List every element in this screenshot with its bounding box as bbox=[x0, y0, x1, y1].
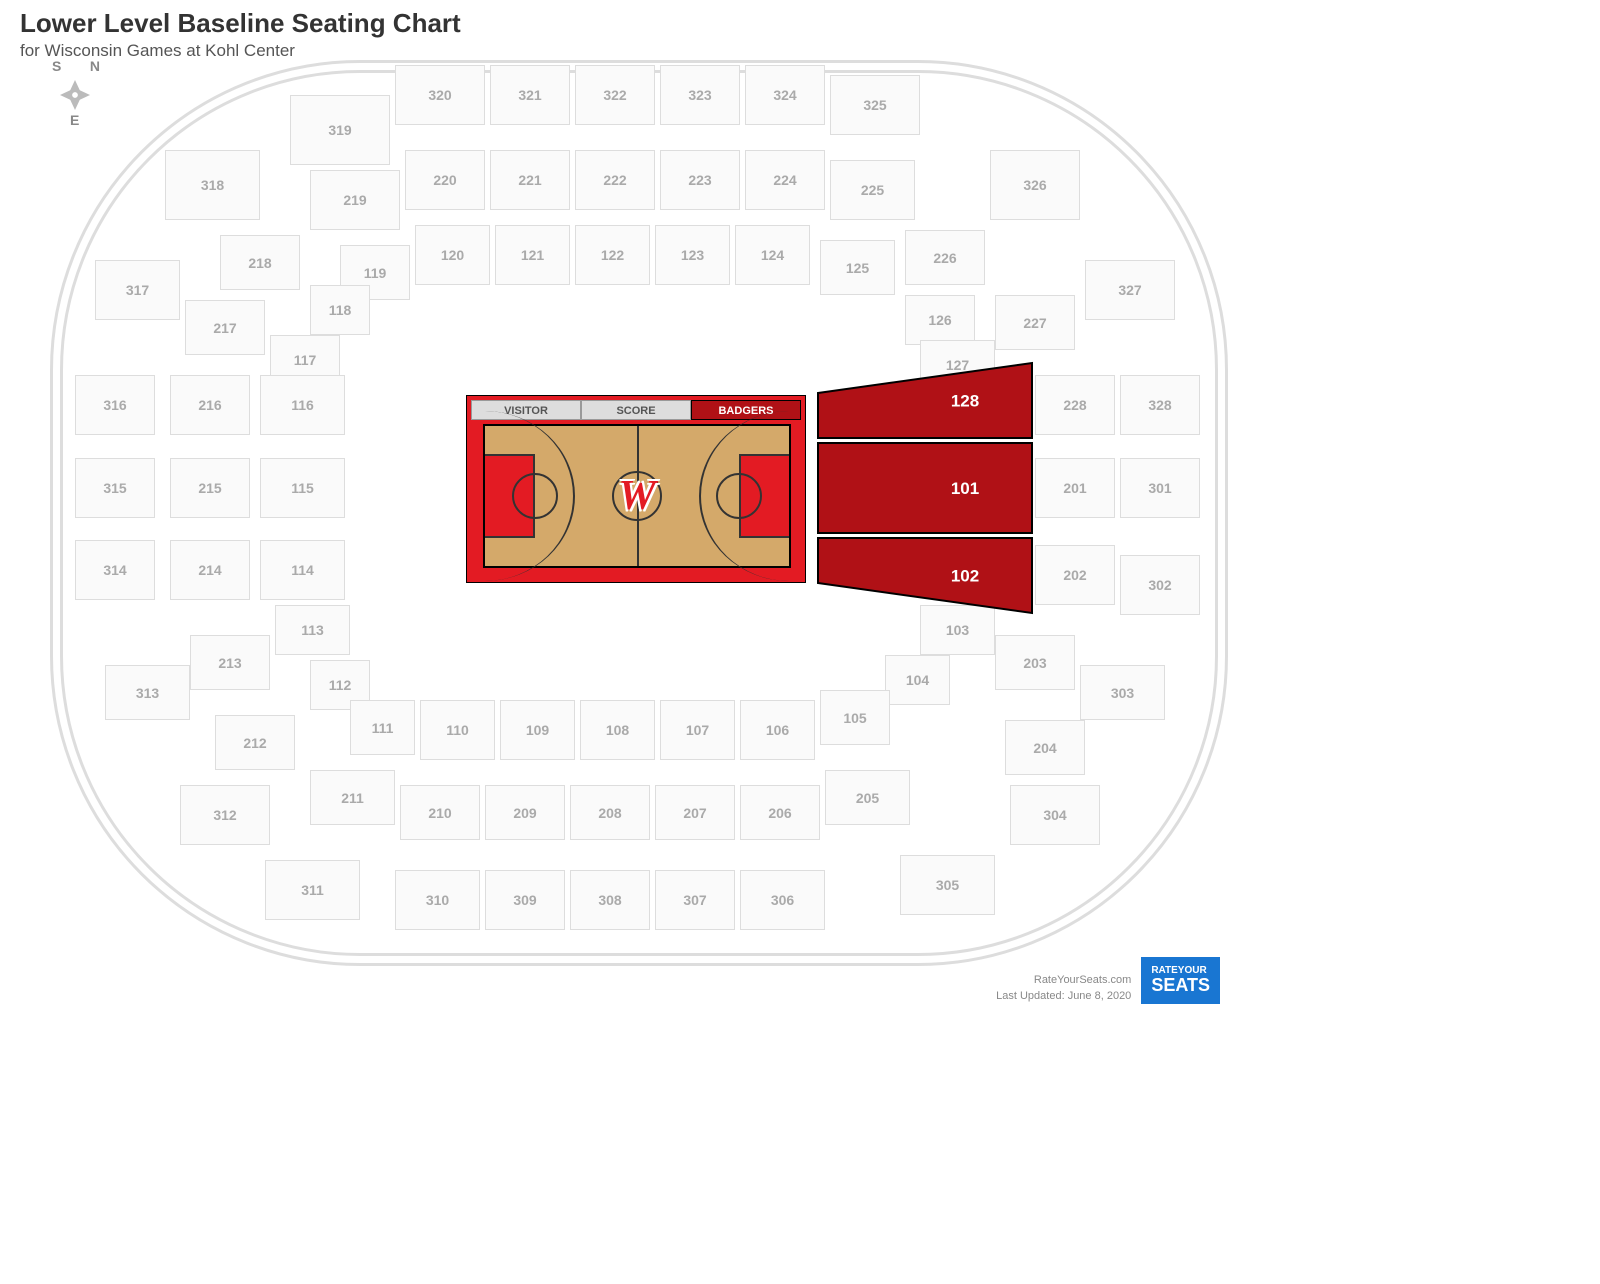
section-227[interactable]: 227 bbox=[995, 295, 1075, 350]
section-212[interactable]: 212 bbox=[215, 715, 295, 770]
section-310[interactable]: 310 bbox=[395, 870, 480, 930]
section-203[interactable]: 203 bbox=[995, 635, 1075, 690]
section-222[interactable]: 222 bbox=[575, 150, 655, 210]
section-116[interactable]: 116 bbox=[260, 375, 345, 435]
section-125[interactable]: 125 bbox=[820, 240, 895, 295]
section-114[interactable]: 114 bbox=[260, 540, 345, 600]
section-219[interactable]: 219 bbox=[310, 170, 400, 230]
section-303[interactable]: 303 bbox=[1080, 665, 1165, 720]
section-218[interactable]: 218 bbox=[220, 235, 300, 290]
section-204[interactable]: 204 bbox=[1005, 720, 1085, 775]
section-118[interactable]: 118 bbox=[310, 285, 370, 335]
section-111[interactable]: 111 bbox=[350, 700, 415, 755]
highlighted-section-101[interactable] bbox=[818, 443, 1032, 533]
ft-circle-left bbox=[512, 473, 558, 519]
section-207[interactable]: 207 bbox=[655, 785, 735, 840]
section-321[interactable]: 321 bbox=[490, 65, 570, 125]
page-title: Lower Level Baseline Seating Chart bbox=[20, 8, 461, 39]
section-307[interactable]: 307 bbox=[655, 870, 735, 930]
section-126[interactable]: 126 bbox=[905, 295, 975, 345]
footer-badge: RATEYOUR SEATS bbox=[1141, 957, 1220, 1004]
section-209[interactable]: 209 bbox=[485, 785, 565, 840]
basketball-court: VISITOR SCORE BADGERS W bbox=[466, 395, 806, 583]
section-302[interactable]: 302 bbox=[1120, 555, 1200, 615]
section-115[interactable]: 115 bbox=[260, 458, 345, 518]
section-225[interactable]: 225 bbox=[830, 160, 915, 220]
ft-circle-right bbox=[716, 473, 762, 519]
section-319[interactable]: 319 bbox=[290, 95, 390, 165]
section-104[interactable]: 104 bbox=[885, 655, 950, 705]
section-107[interactable]: 107 bbox=[660, 700, 735, 760]
footer-site: RateYourSeats.com bbox=[996, 973, 1131, 988]
badge-main: SEATS bbox=[1151, 976, 1210, 996]
section-110[interactable]: 110 bbox=[420, 700, 495, 760]
section-122[interactable]: 122 bbox=[575, 225, 650, 285]
section-215[interactable]: 215 bbox=[170, 458, 250, 518]
section-306[interactable]: 306 bbox=[740, 870, 825, 930]
section-216[interactable]: 216 bbox=[170, 375, 250, 435]
section-323[interactable]: 323 bbox=[660, 65, 740, 125]
section-316[interactable]: 316 bbox=[75, 375, 155, 435]
section-309[interactable]: 309 bbox=[485, 870, 565, 930]
section-210[interactable]: 210 bbox=[400, 785, 480, 840]
section-301[interactable]: 301 bbox=[1120, 458, 1200, 518]
section-211[interactable]: 211 bbox=[310, 770, 395, 825]
section-308[interactable]: 308 bbox=[570, 870, 650, 930]
key-right bbox=[739, 454, 789, 538]
section-106[interactable]: 106 bbox=[740, 700, 815, 760]
section-326[interactable]: 326 bbox=[990, 150, 1080, 220]
section-108[interactable]: 108 bbox=[580, 700, 655, 760]
section-105[interactable]: 105 bbox=[820, 690, 890, 745]
section-315[interactable]: 315 bbox=[75, 458, 155, 518]
footer-text: RateYourSeats.com Last Updated: June 8, … bbox=[996, 973, 1131, 1004]
section-228[interactable]: 228 bbox=[1035, 375, 1115, 435]
section-109[interactable]: 109 bbox=[500, 700, 575, 760]
section-327[interactable]: 327 bbox=[1085, 260, 1175, 320]
section-328[interactable]: 328 bbox=[1120, 375, 1200, 435]
section-223[interactable]: 223 bbox=[660, 150, 740, 210]
section-322[interactable]: 322 bbox=[575, 65, 655, 125]
team-logo: W bbox=[618, 472, 655, 520]
section-324[interactable]: 324 bbox=[745, 65, 825, 125]
section-121[interactable]: 121 bbox=[495, 225, 570, 285]
section-205[interactable]: 205 bbox=[825, 770, 910, 825]
scorers-table-label: SCORE bbox=[581, 400, 691, 420]
section-312[interactable]: 312 bbox=[180, 785, 270, 845]
section-221[interactable]: 221 bbox=[490, 150, 570, 210]
section-217[interactable]: 217 bbox=[185, 300, 265, 355]
arena-diagram: 3193203213223233243253182192202212222232… bbox=[20, 50, 1220, 980]
court-floor: W bbox=[483, 424, 791, 568]
section-220[interactable]: 220 bbox=[405, 150, 485, 210]
section-124[interactable]: 124 bbox=[735, 225, 810, 285]
section-123[interactable]: 123 bbox=[655, 225, 730, 285]
section-113[interactable]: 113 bbox=[275, 605, 350, 655]
key-left bbox=[485, 454, 535, 538]
section-213[interactable]: 213 bbox=[190, 635, 270, 690]
footer-updated: Last Updated: June 8, 2020 bbox=[996, 989, 1131, 1004]
section-206[interactable]: 206 bbox=[740, 785, 820, 840]
section-214[interactable]: 214 bbox=[170, 540, 250, 600]
footer: RateYourSeats.com Last Updated: June 8, … bbox=[996, 957, 1220, 1004]
section-208[interactable]: 208 bbox=[570, 785, 650, 840]
section-103[interactable]: 103 bbox=[920, 605, 995, 655]
section-317[interactable]: 317 bbox=[95, 260, 180, 320]
section-318[interactable]: 318 bbox=[165, 150, 260, 220]
section-304[interactable]: 304 bbox=[1010, 785, 1100, 845]
section-226[interactable]: 226 bbox=[905, 230, 985, 285]
section-311[interactable]: 311 bbox=[265, 860, 360, 920]
section-313[interactable]: 313 bbox=[105, 665, 190, 720]
section-320[interactable]: 320 bbox=[395, 65, 485, 125]
section-120[interactable]: 120 bbox=[415, 225, 490, 285]
section-224[interactable]: 224 bbox=[745, 150, 825, 210]
section-202[interactable]: 202 bbox=[1035, 545, 1115, 605]
section-314[interactable]: 314 bbox=[75, 540, 155, 600]
section-305[interactable]: 305 bbox=[900, 855, 995, 915]
section-325[interactable]: 325 bbox=[830, 75, 920, 135]
section-201[interactable]: 201 bbox=[1035, 458, 1115, 518]
